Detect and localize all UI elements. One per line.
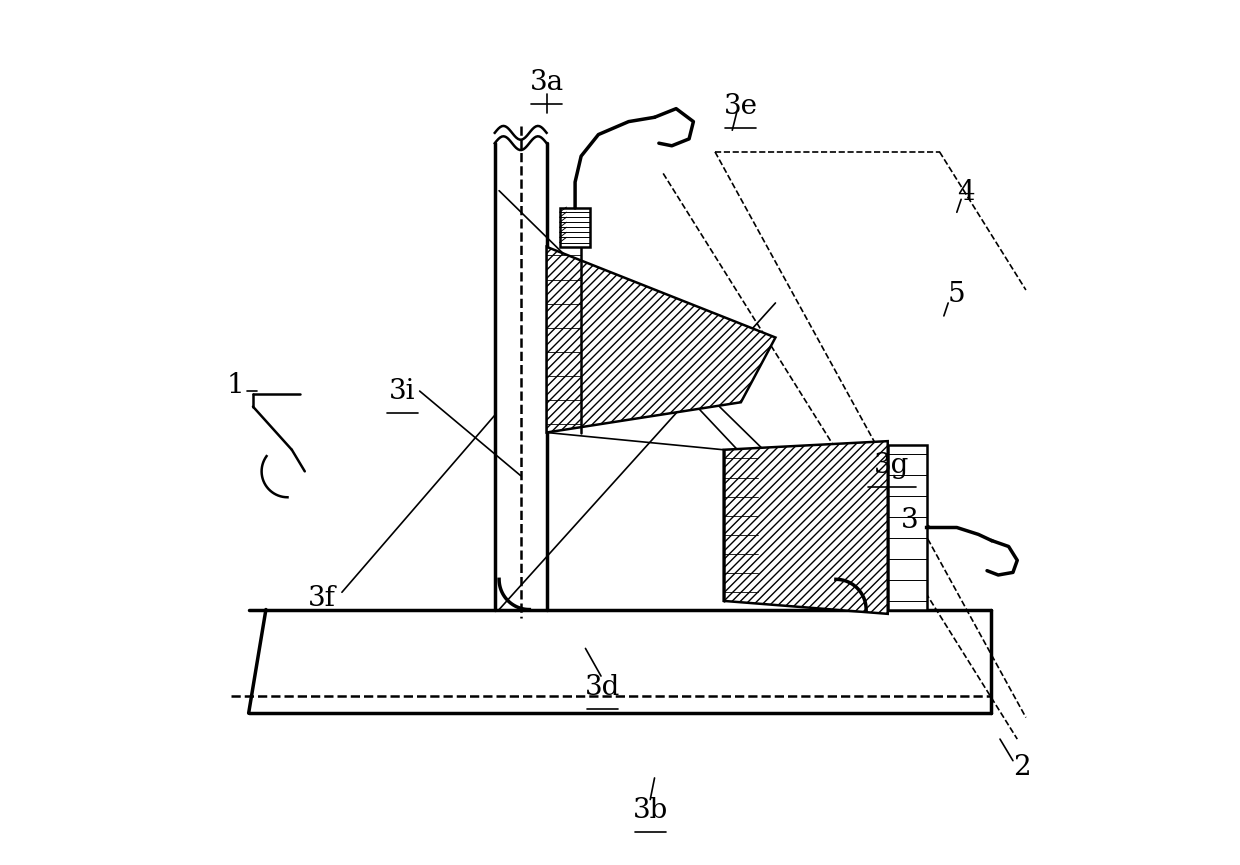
Text: 4: 4 bbox=[956, 179, 975, 206]
Polygon shape bbox=[888, 445, 926, 610]
Text: 3i: 3i bbox=[389, 377, 415, 405]
Text: 3: 3 bbox=[900, 507, 918, 534]
Polygon shape bbox=[559, 208, 590, 247]
Text: 3f: 3f bbox=[308, 585, 336, 612]
Text: 3a: 3a bbox=[529, 69, 564, 96]
Polygon shape bbox=[547, 247, 775, 432]
Polygon shape bbox=[724, 441, 888, 614]
Text: 5: 5 bbox=[949, 281, 966, 308]
Text: 2: 2 bbox=[1013, 754, 1030, 781]
Text: 3e: 3e bbox=[724, 93, 758, 119]
Text: 3b: 3b bbox=[632, 798, 668, 824]
Text: 3g: 3g bbox=[874, 452, 910, 479]
Text: 1: 1 bbox=[227, 371, 244, 399]
Text: 3d: 3d bbox=[585, 674, 620, 701]
